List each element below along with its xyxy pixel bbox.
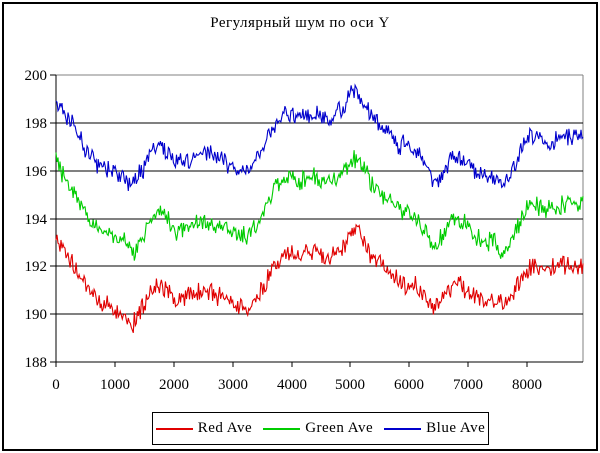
y-axis-label: 200 bbox=[25, 68, 48, 84]
legend-item-red: Red Ave bbox=[155, 420, 253, 437]
x-axis-label: 4000 bbox=[277, 377, 307, 393]
y-axis-label: 194 bbox=[25, 212, 48, 228]
x-axis-label: 8000 bbox=[512, 377, 542, 393]
chart-title: Регулярный шум по оси Y bbox=[210, 15, 390, 31]
x-axis-label: 3000 bbox=[218, 377, 248, 393]
y-axis-label: 190 bbox=[25, 307, 48, 323]
series-line-green-ave bbox=[55, 150, 584, 261]
legend-label-red: Red Ave bbox=[197, 420, 253, 436]
legend-item-blue: Blue Ave bbox=[384, 420, 485, 437]
x-axis-label: 1000 bbox=[100, 377, 130, 393]
y-axis-label: 198 bbox=[25, 116, 48, 132]
series-line-blue-ave bbox=[55, 83, 584, 192]
x-axis-label: 6000 bbox=[394, 377, 424, 393]
x-axis-label: 5000 bbox=[335, 377, 365, 393]
series-line-red-ave bbox=[55, 223, 584, 333]
y-axis-label: 188 bbox=[25, 355, 48, 371]
legend-label-blue: Blue Ave bbox=[426, 420, 486, 436]
red-line-sample-icon bbox=[155, 427, 193, 430]
legend-item-green: Green Ave bbox=[263, 420, 373, 437]
y-axis-label: 196 bbox=[25, 164, 48, 180]
legend: Red Ave Green Ave Blue Ave bbox=[152, 412, 489, 445]
x-axis-label: 0 bbox=[52, 377, 60, 393]
x-axis-label: 2000 bbox=[159, 377, 189, 393]
y-axis-label: 192 bbox=[25, 259, 48, 275]
legend-label-green: Green Ave bbox=[305, 420, 374, 436]
x-axis-label: 7000 bbox=[453, 377, 483, 393]
green-line-sample-icon bbox=[263, 427, 301, 430]
blue-line-sample-icon bbox=[384, 427, 422, 430]
